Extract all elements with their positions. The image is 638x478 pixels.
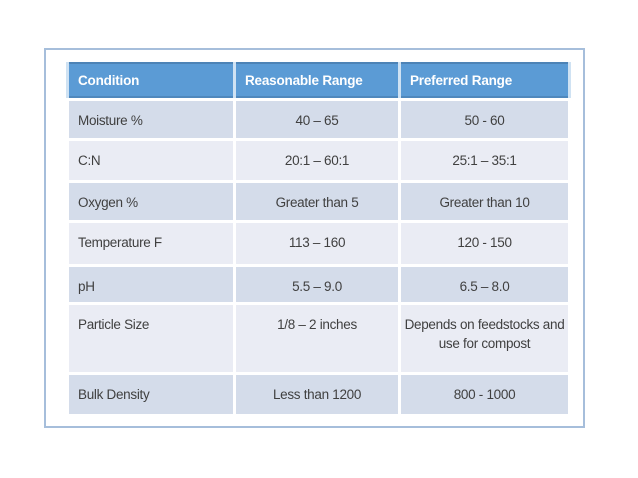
- preferred-range-cell: Greater than 10: [398, 179, 571, 223]
- table-row-particle-size: Particle Size 1/8 – 2 inches Depends on …: [66, 301, 571, 375]
- table-header-row: Condition Reasonable Range Preferred Ran…: [66, 62, 571, 101]
- column-header-condition: Condition: [66, 62, 236, 101]
- condition-cell: Particle Size: [66, 301, 236, 375]
- condition-cell: pH: [66, 263, 236, 305]
- column-header-reasonable-range: Reasonable Range: [233, 62, 401, 101]
- preferred-range-cell: 800 - 1000: [398, 371, 571, 417]
- preferred-range-cell: 120 - 150: [398, 219, 571, 267]
- condition-cell: C:N: [66, 137, 236, 183]
- reasonable-range-cell: 40 – 65: [233, 97, 401, 141]
- reasonable-range-cell: 5.5 – 9.0: [233, 263, 401, 305]
- preferred-range-cell: 25:1 – 35:1: [398, 137, 571, 183]
- condition-cell: Oxygen %: [66, 179, 236, 223]
- condition-cell: Temperature F: [66, 219, 236, 267]
- compost-conditions-table: Condition Reasonable Range Preferred Ran…: [66, 62, 571, 417]
- column-header-preferred-range: Preferred Range: [398, 62, 571, 101]
- preferred-range-cell: 50 - 60: [398, 97, 571, 141]
- reasonable-range-cell: 1/8 – 2 inches: [233, 301, 401, 375]
- preferred-range-cell: 6.5 – 8.0: [398, 263, 571, 305]
- reasonable-range-cell: 113 – 160: [233, 219, 401, 267]
- table-row-moisture: Moisture % 40 – 65 50 - 60: [66, 97, 571, 141]
- reasonable-range-cell: Less than 1200: [233, 371, 401, 417]
- table-row-cn-ratio: C:N 20:1 – 60:1 25:1 – 35:1: [66, 137, 571, 183]
- table-row-oxygen: Oxygen % Greater than 5 Greater than 10: [66, 179, 571, 223]
- preferred-range-cell: Depends on feedstocks and use for compos…: [398, 301, 571, 375]
- reasonable-range-cell: Greater than 5: [233, 179, 401, 223]
- slide-content-frame: Condition Reasonable Range Preferred Ran…: [44, 48, 585, 428]
- table-row-ph: pH 5.5 – 9.0 6.5 – 8.0: [66, 263, 571, 305]
- condition-cell: Moisture %: [66, 97, 236, 141]
- table-row-bulk-density: Bulk Density Less than 1200 800 - 1000: [66, 371, 571, 417]
- condition-cell: Bulk Density: [66, 371, 236, 417]
- reasonable-range-cell: 20:1 – 60:1: [233, 137, 401, 183]
- table-row-temperature: Temperature F 113 – 160 120 - 150: [66, 219, 571, 267]
